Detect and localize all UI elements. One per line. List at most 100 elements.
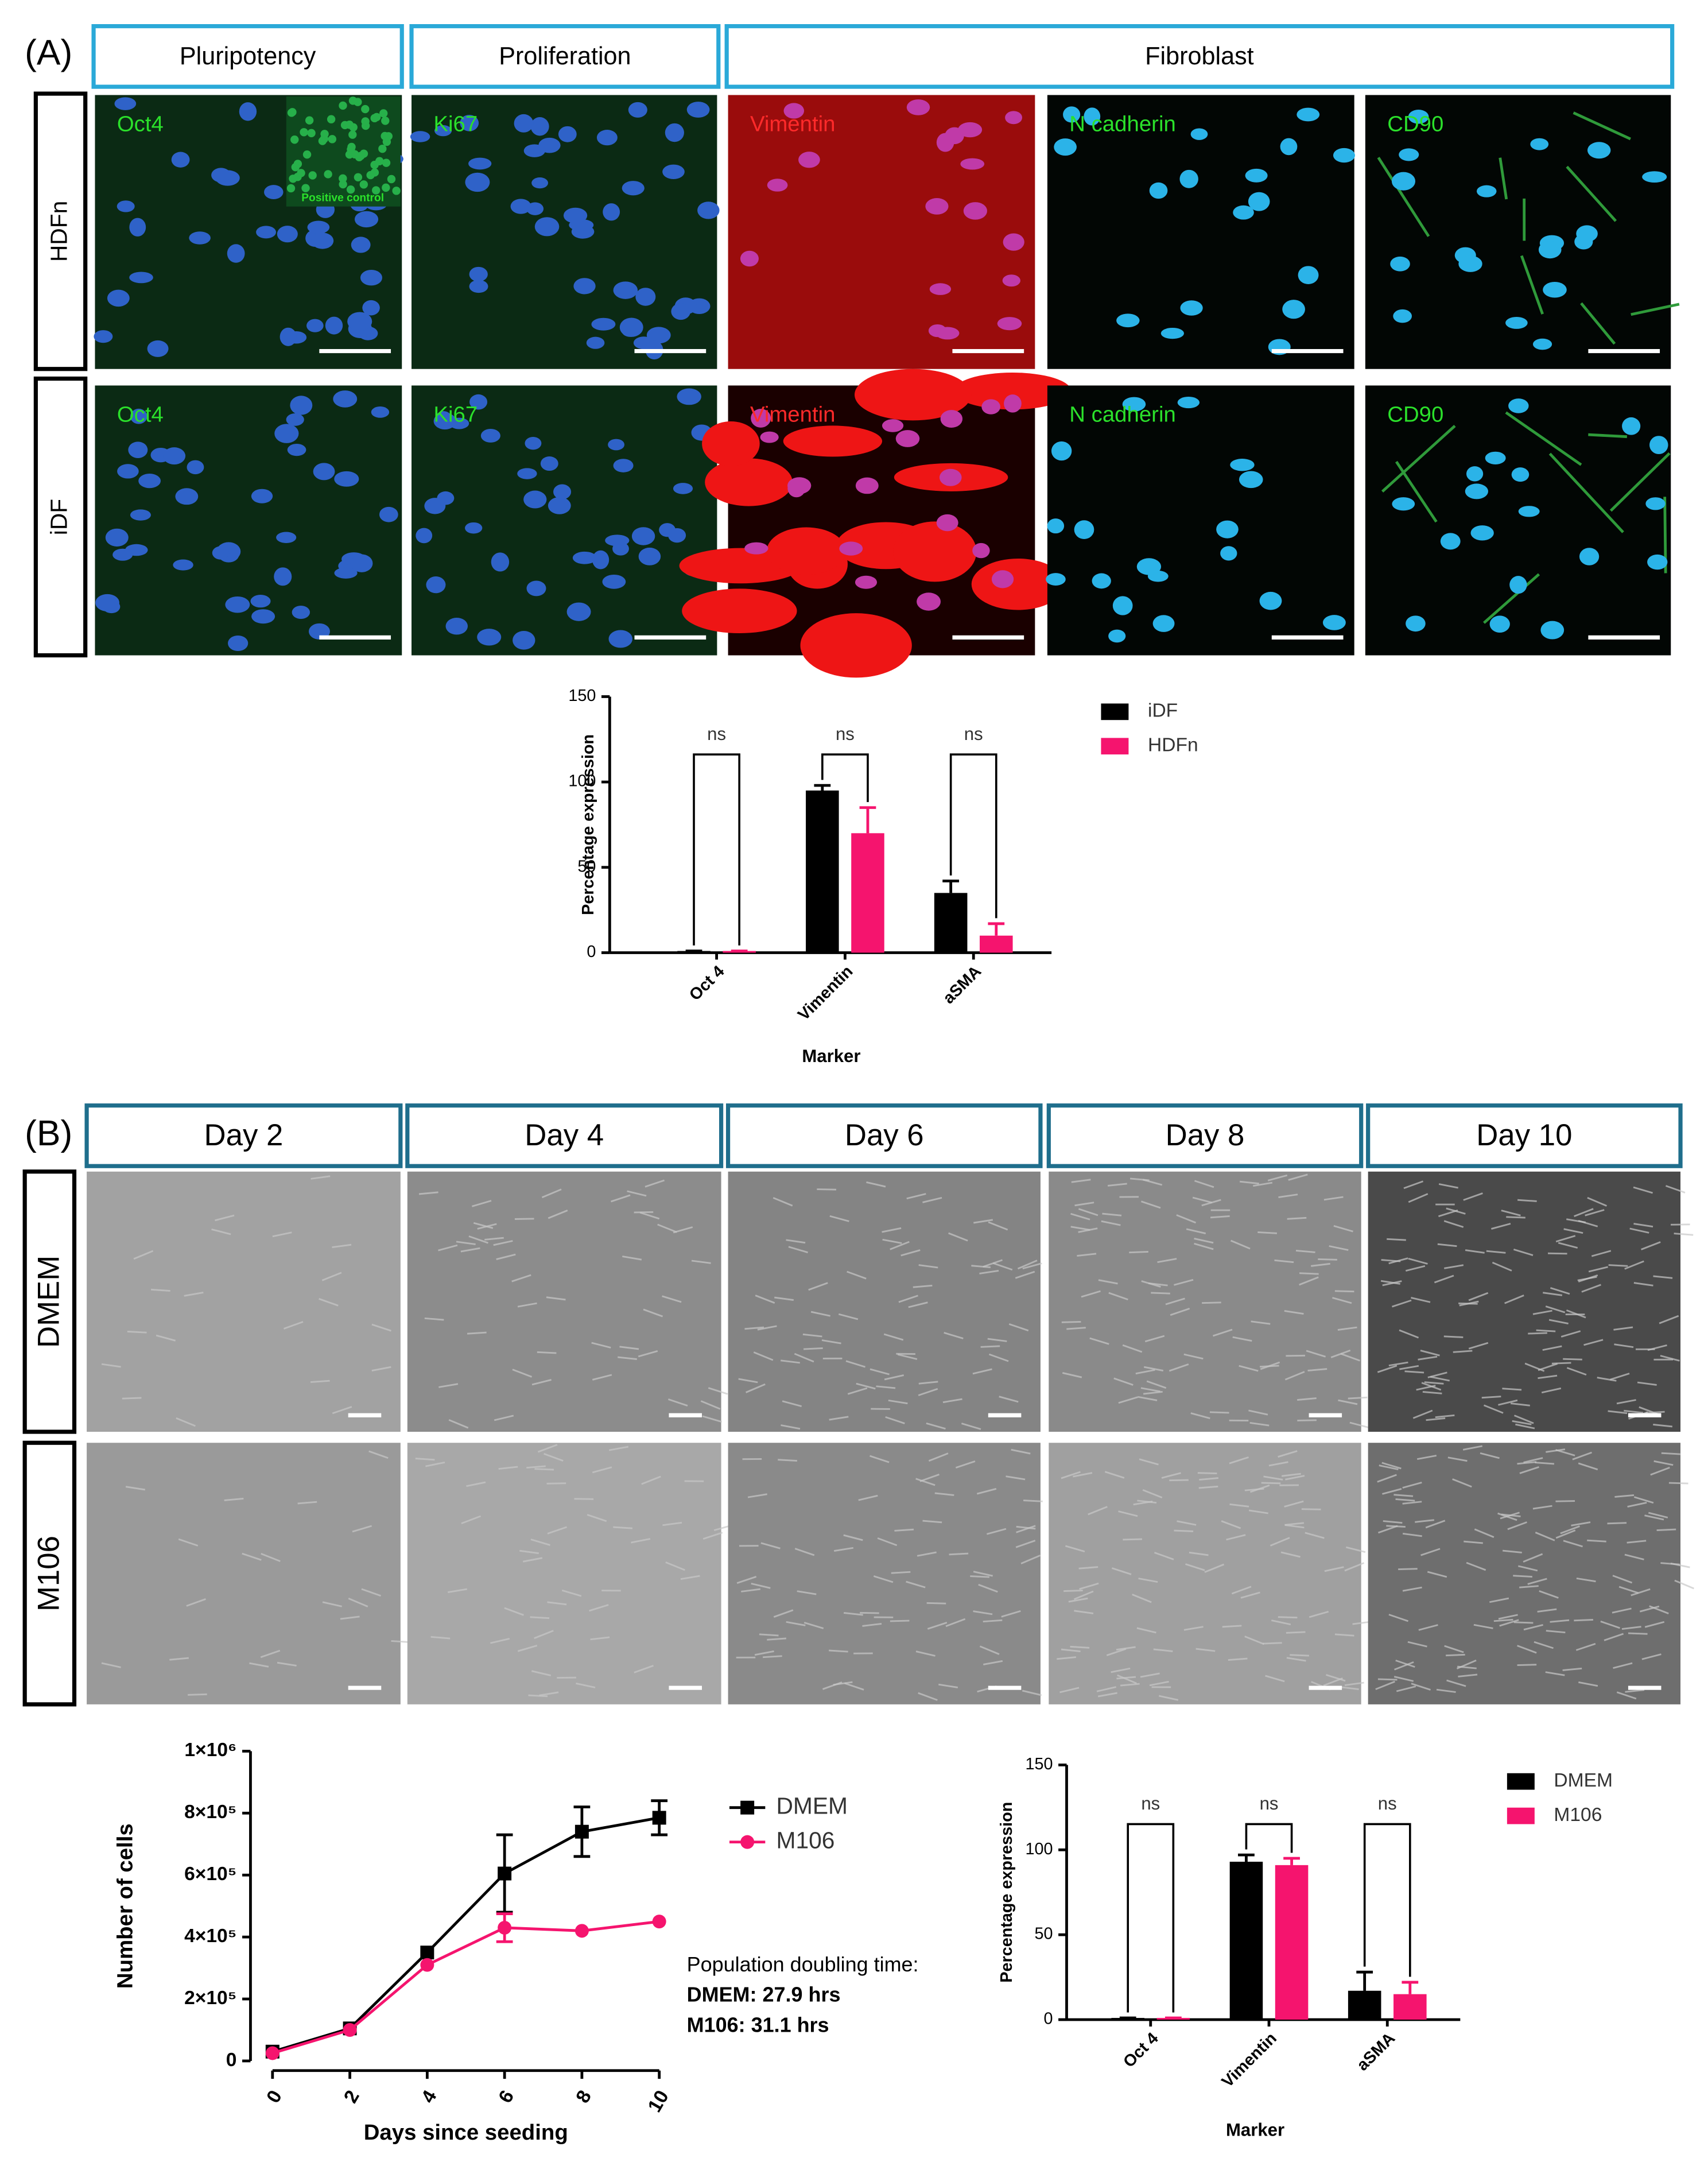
nucleus (963, 202, 987, 220)
image-label: Oct4 (117, 402, 164, 427)
cell (1183, 1353, 1204, 1360)
cell (1278, 1194, 1298, 1198)
cell (1377, 1678, 1398, 1681)
cell (1577, 1276, 1597, 1281)
nucleus (635, 288, 656, 306)
header-box (724, 24, 1675, 89)
inset-cell (289, 175, 297, 183)
cell (1612, 1607, 1632, 1614)
inset-cell (372, 186, 381, 195)
nucleus (882, 419, 904, 432)
cell (643, 1308, 663, 1318)
cell (922, 1520, 942, 1524)
inset-cell (379, 109, 388, 118)
nucleus (1280, 138, 1298, 156)
data-point (343, 2022, 357, 2037)
nucleus (531, 177, 549, 189)
cell (576, 1682, 596, 1688)
fiber (1482, 573, 1540, 624)
legend-label: M106 (1554, 1804, 1602, 1826)
x-axis-label: Days since seeding (364, 2120, 568, 2145)
cell (494, 1415, 514, 1421)
cell (1213, 1328, 1233, 1337)
y-tick-label: 50 (577, 857, 596, 875)
cell (1633, 1223, 1653, 1228)
cell (249, 1662, 269, 1668)
cell (1532, 1505, 1552, 1510)
cell (918, 1692, 938, 1701)
cell (1221, 1520, 1241, 1529)
cell (773, 1609, 794, 1618)
cell (944, 1332, 964, 1339)
cell (1458, 1673, 1478, 1677)
cell (1286, 1354, 1305, 1357)
nucleus (1054, 138, 1077, 156)
cell (774, 1296, 794, 1301)
nucleus (465, 172, 490, 192)
cell (1407, 1641, 1427, 1648)
cell (1195, 1648, 1216, 1652)
cell (1555, 1449, 1575, 1456)
cell (1545, 1671, 1565, 1676)
cell (1604, 1633, 1624, 1641)
image-label: Vimentin (750, 402, 836, 427)
cell (1022, 1690, 1042, 1696)
cell (979, 1645, 1000, 1655)
cell (1062, 1372, 1082, 1378)
cell (760, 1542, 781, 1549)
data-point (420, 1946, 434, 1960)
fiber (1566, 165, 1617, 222)
nucleus (287, 444, 306, 456)
cell (1070, 1645, 1090, 1649)
cell (1146, 1380, 1167, 1389)
cell (885, 1416, 905, 1424)
cell (702, 1532, 723, 1540)
inset-cell (287, 109, 296, 117)
cell (1492, 1261, 1512, 1272)
nucleus (290, 396, 313, 415)
cell (101, 1662, 121, 1668)
cell (926, 1422, 946, 1430)
cell (942, 1398, 962, 1404)
row-label-box (33, 376, 88, 658)
cell (1465, 1249, 1485, 1254)
nucleus (523, 490, 547, 509)
cell (1057, 1656, 1076, 1660)
x-axis-label: Marker (1226, 2120, 1284, 2140)
significance-bracket (821, 753, 869, 803)
x-tick-label: 8 (572, 2087, 596, 2107)
cell (1297, 1419, 1317, 1421)
image-label: Ki67 (433, 402, 478, 427)
cell (1527, 1578, 1547, 1585)
cell (1226, 1534, 1246, 1541)
cell (1111, 1667, 1131, 1673)
cell (961, 1423, 981, 1430)
significance-bracket (693, 753, 740, 946)
cell (1427, 1571, 1447, 1578)
nucleus (1282, 300, 1305, 319)
cell (590, 1636, 610, 1641)
cell (1517, 1565, 1538, 1572)
cell (1142, 1489, 1163, 1498)
x-tick-label: 6 (495, 2087, 518, 2107)
cell (1491, 1223, 1511, 1230)
cell (1248, 1509, 1268, 1514)
cell (1079, 1582, 1099, 1590)
x-tick-label: Oct 4 (686, 962, 728, 1005)
nucleus (1476, 185, 1497, 197)
cell (938, 1683, 958, 1688)
cell (1653, 1275, 1673, 1279)
row-label: M106 (32, 1536, 66, 1611)
cell (1088, 1506, 1108, 1516)
cell (522, 1557, 543, 1563)
cell (1244, 1636, 1264, 1645)
fiber (1520, 255, 1544, 315)
nucleus (596, 130, 618, 146)
nucleus (1002, 274, 1020, 287)
nucleus (767, 179, 788, 192)
cell (1425, 1520, 1446, 1529)
cell (1464, 1540, 1483, 1544)
nucleus (117, 200, 135, 212)
cell-body (705, 458, 793, 506)
